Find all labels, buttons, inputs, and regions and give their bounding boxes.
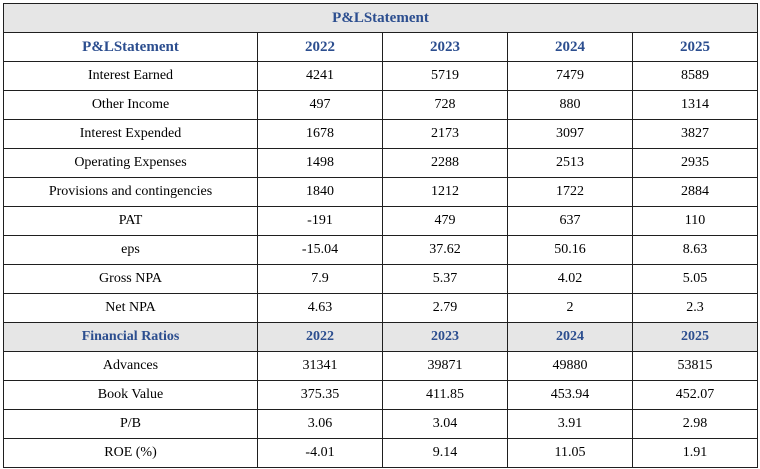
table-cell: 1314 — [632, 90, 758, 120]
table-cell: 2.79 — [382, 293, 508, 323]
ratio-header-row: Financial Ratios 2022 2023 2024 2025 — [3, 322, 758, 352]
table-cell: 9.14 — [382, 438, 508, 468]
table-cell: 2935 — [632, 148, 758, 178]
table-row: Interest Earned 4241 5719 7479 8589 — [3, 61, 758, 91]
ratio-header-row-year: 2025 — [632, 322, 758, 352]
table-cell: 7479 — [507, 61, 633, 91]
table-row: Other Income 497 728 880 1314 — [3, 90, 758, 120]
table-cell: 452.07 — [632, 380, 758, 410]
table-row: Book Value 375.35 411.85 453.94 452.07 — [3, 380, 758, 410]
row-label: Gross NPA — [3, 264, 258, 294]
table-cell: -15.04 — [257, 235, 383, 265]
row-label: Book Value — [3, 380, 258, 410]
table-cell: 110 — [632, 206, 758, 236]
table-cell: 637 — [507, 206, 633, 236]
table-cell: 49880 — [507, 351, 633, 381]
table-cell: 1840 — [257, 177, 383, 207]
table-cell: 4.02 — [507, 264, 633, 294]
table-row: Advances 31341 39871 49880 53815 — [3, 351, 758, 381]
row-label: Advances — [3, 351, 258, 381]
row-label: eps — [3, 235, 258, 265]
table-cell: 3.91 — [507, 409, 633, 439]
table-title: P&LStatement — [3, 3, 758, 33]
table-cell: -191 — [257, 206, 383, 236]
table-cell: 728 — [382, 90, 508, 120]
table-cell: 3.04 — [382, 409, 508, 439]
table-cell: 1498 — [257, 148, 383, 178]
table-row: eps -15.04 37.62 50.16 8.63 — [3, 235, 758, 265]
table-cell: 3.06 — [257, 409, 383, 439]
ratio-header-row-year: 2023 — [382, 322, 508, 352]
pl-header-row-year: 2023 — [382, 32, 508, 62]
table-cell: 2513 — [507, 148, 633, 178]
table-cell: 2884 — [632, 177, 758, 207]
row-label: Provisions and contingencies — [3, 177, 258, 207]
table-row: Gross NPA 7.9 5.37 4.02 5.05 — [3, 264, 758, 294]
table-cell: -4.01 — [257, 438, 383, 468]
table-cell: 2173 — [382, 119, 508, 149]
table-row: Interest Expended 1678 2173 3097 3827 — [3, 119, 758, 149]
row-label: P/B — [3, 409, 258, 439]
table-cell: 50.16 — [507, 235, 633, 265]
ratio-header-row-year: 2024 — [507, 322, 633, 352]
table-cell: 375.35 — [257, 380, 383, 410]
table-cell: 497 — [257, 90, 383, 120]
table-cell: 37.62 — [382, 235, 508, 265]
row-label: Operating Expenses — [3, 148, 258, 178]
table-cell: 31341 — [257, 351, 383, 381]
row-label: ROE (%) — [3, 438, 258, 468]
table-cell: 2.3 — [632, 293, 758, 323]
table-row: Operating Expenses 1498 2288 2513 2935 — [3, 148, 758, 178]
table-cell: 5719 — [382, 61, 508, 91]
pl-header-row-year: 2025 — [632, 32, 758, 62]
table-cell: 4241 — [257, 61, 383, 91]
table-cell: 2.98 — [632, 409, 758, 439]
table-cell: 3097 — [507, 119, 633, 149]
table-cell: 1678 — [257, 119, 383, 149]
ratio-header-row-year: 2022 — [257, 322, 383, 352]
financial-table: P&LStatement P&LStatement 2022 2023 2024 202… — [3, 3, 758, 468]
row-label: Interest Earned — [3, 61, 258, 91]
table-cell: 880 — [507, 90, 633, 120]
ratio-header-row-label: Financial Ratios — [3, 322, 258, 352]
table-cell: 453.94 — [507, 380, 633, 410]
table-row: PAT -191 479 637 110 — [3, 206, 758, 236]
table-cell: 53815 — [632, 351, 758, 381]
row-label: Other Income — [3, 90, 258, 120]
pl-header-row-year: 2024 — [507, 32, 633, 62]
table-cell: 4.63 — [257, 293, 383, 323]
table-cell: 2288 — [382, 148, 508, 178]
pl-header-row-year: 2022 — [257, 32, 383, 62]
table-cell: 411.85 — [382, 380, 508, 410]
table-cell: 1212 — [382, 177, 508, 207]
table-row: ROE (%) -4.01 9.14 11.05 1.91 — [3, 438, 758, 468]
pl-header-row: P&LStatement 2022 2023 2024 2025 — [3, 32, 758, 62]
table-cell: 7.9 — [257, 264, 383, 294]
row-label: Net NPA — [3, 293, 258, 323]
table-cell: 479 — [382, 206, 508, 236]
table-cell: 8589 — [632, 61, 758, 91]
row-label: PAT — [3, 206, 258, 236]
table-row: P/B 3.06 3.04 3.91 2.98 — [3, 409, 758, 439]
table-cell: 3827 — [632, 119, 758, 149]
table-row: Provisions and contingencies 1840 1212 1722… — [3, 177, 758, 207]
table-cell: 5.37 — [382, 264, 508, 294]
pl-header-row-label: P&LStatement — [3, 32, 258, 62]
table-cell: 39871 — [382, 351, 508, 381]
table-cell: 1722 — [507, 177, 633, 207]
table-row: Net NPA 4.63 2.79 2 2.3 — [3, 293, 758, 323]
table-title-row: P&LStatement — [3, 3, 758, 33]
row-label: Interest Expended — [3, 119, 258, 149]
table-cell: 11.05 — [507, 438, 633, 468]
table-cell: 5.05 — [632, 264, 758, 294]
table-cell: 1.91 — [632, 438, 758, 468]
table-cell: 8.63 — [632, 235, 758, 265]
table-cell: 2 — [507, 293, 633, 323]
